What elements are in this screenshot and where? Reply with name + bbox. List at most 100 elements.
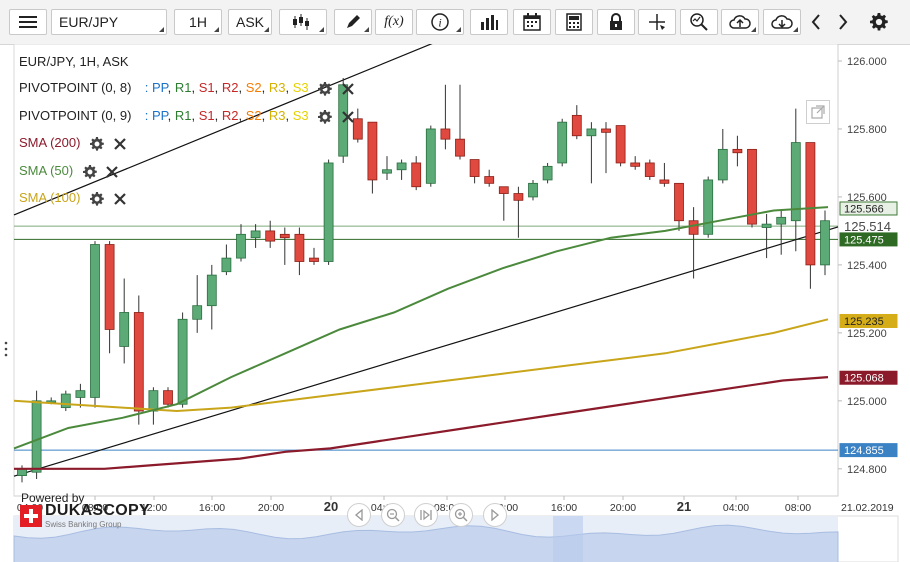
navigator-series	[13, 524, 839, 562]
pivot-level-s1: S1	[198, 80, 215, 95]
trendline-lower	[13, 226, 839, 477]
candle-body	[688, 220, 699, 235]
menu-button[interactable]	[9, 9, 47, 35]
price-tag-bg	[839, 201, 898, 216]
pivot-level-r2: R2	[221, 80, 239, 95]
chevron-right-icon	[838, 14, 847, 30]
scroll-back-button[interactable]	[803, 9, 828, 35]
close-icon[interactable]	[106, 165, 119, 178]
price-tag: 124.855	[839, 443, 898, 458]
chart-title-text: EUR/JPY, 1H, ASK	[19, 54, 129, 69]
zoom-out-button[interactable]	[381, 503, 405, 527]
download-button[interactable]	[763, 9, 801, 35]
candle-body	[747, 148, 757, 225]
crosshair-button[interactable]	[638, 9, 676, 35]
reset-view-icon	[420, 509, 432, 521]
candle-body	[177, 318, 188, 405]
price-tag-label: 125.566	[844, 203, 884, 215]
dropdown-corner-icon	[751, 27, 756, 32]
candle-body	[644, 162, 655, 177]
chart-type-button[interactable]	[279, 9, 327, 35]
candle-body	[601, 128, 611, 133]
candle-body	[192, 305, 203, 320]
gear-icon[interactable]	[90, 136, 104, 151]
pivot-comma: ,	[285, 80, 293, 95]
gear-icon[interactable]	[318, 109, 333, 124]
calculator-button[interactable]	[555, 9, 593, 35]
calendar-button[interactable]	[513, 9, 551, 35]
candle-body	[294, 233, 305, 262]
period-selector[interactable]: 1H	[174, 9, 222, 35]
svg-text:i: i	[438, 16, 441, 30]
side-label: ASK	[235, 14, 264, 30]
scroll-right-button[interactable]	[483, 503, 507, 527]
dukascopy-logo: DUKASCOPY Swiss Banking Group	[20, 502, 150, 531]
candle-body	[542, 165, 553, 181]
gear-icon[interactable]	[318, 81, 333, 96]
drag-handle-icon[interactable]	[4, 340, 8, 362]
close-icon[interactable]	[113, 137, 126, 150]
pivot-comma: ,	[238, 80, 246, 95]
info-button[interactable]: i	[416, 9, 464, 35]
time-tick-label: 20:00	[610, 502, 636, 514]
cloud-download-icon	[771, 15, 793, 29]
candle-body	[440, 128, 451, 140]
close-icon[interactable]	[342, 110, 354, 123]
pivot-levels: PP, R1, S1, R2, S2, R3, S3	[152, 80, 309, 95]
pivot-separator: :	[144, 108, 149, 123]
chart-area[interactable]: 126.000 125.800 125.600 125.400 125.200 125.0…	[0, 44, 910, 562]
pivot-level-s1: S1	[198, 108, 215, 123]
zoom-button[interactable]	[680, 9, 718, 35]
dropdown-corner-icon	[264, 27, 269, 32]
pivot-level-s3: S3	[292, 108, 309, 123]
volume-button[interactable]	[470, 9, 508, 35]
candle-body	[163, 390, 173, 405]
reset-view-button[interactable]	[414, 503, 438, 527]
price-chart[interactable]: 126.000 125.800 125.600 125.400 125.200 125.0…	[0, 44, 910, 562]
zoom-icon	[690, 13, 708, 31]
price-tag-label: 125.235	[844, 316, 884, 328]
side-selector[interactable]: ASK	[228, 9, 272, 35]
sma-label: SMA (200)	[19, 135, 81, 150]
scroll-left-button[interactable]	[347, 503, 371, 527]
gear-icon	[870, 13, 888, 31]
scroll-forward-button[interactable]	[830, 9, 855, 35]
pivot-comma: ,	[285, 108, 293, 123]
pivot-comma: ,	[261, 80, 269, 95]
pivot-level-r1: R1	[174, 80, 192, 95]
close-icon[interactable]	[342, 82, 354, 95]
candle-body	[776, 216, 787, 225]
candle-body	[148, 390, 159, 412]
candle-body	[805, 142, 816, 266]
settings-button[interactable]	[862, 9, 896, 35]
time-tick-label: 21	[677, 499, 691, 514]
trendline-upper	[13, 44, 433, 216]
candle-body	[790, 142, 801, 222]
popout-button[interactable]	[806, 100, 830, 124]
chart-title: EUR/JPY, 1H, ASK	[19, 54, 129, 69]
dropdown-corner-icon	[364, 27, 369, 32]
upload-button[interactable]	[721, 9, 759, 35]
candle-body	[206, 274, 217, 307]
instrument-selector[interactable]: EUR/JPY	[51, 9, 167, 35]
popout-icon	[811, 105, 825, 119]
candle-body	[382, 169, 392, 174]
lock-button[interactable]	[597, 9, 635, 35]
gear-icon[interactable]	[90, 191, 104, 206]
pivot-comma: ,	[214, 108, 222, 123]
pivot-label: PIVOTPOINT (0, 9)	[19, 108, 132, 123]
candlestick-icon	[293, 14, 309, 30]
gear-icon[interactable]	[82, 164, 97, 179]
dropdown-corner-icon	[319, 27, 324, 32]
draw-tool-button[interactable]	[334, 9, 372, 35]
indicators-button[interactable]: f(x)	[375, 9, 413, 35]
candle-body	[586, 128, 597, 137]
scroll-left-icon	[354, 509, 363, 521]
bar-chart-icon	[481, 15, 498, 30]
toolbar: EUR/JPY 1H ASK f(x) i	[0, 0, 910, 45]
zoom-in-button[interactable]	[449, 503, 473, 527]
time-tick-label: 20	[324, 499, 338, 514]
price-tag: 125.068	[839, 370, 898, 385]
chevron-left-icon	[811, 14, 820, 30]
close-icon[interactable]	[113, 192, 126, 205]
